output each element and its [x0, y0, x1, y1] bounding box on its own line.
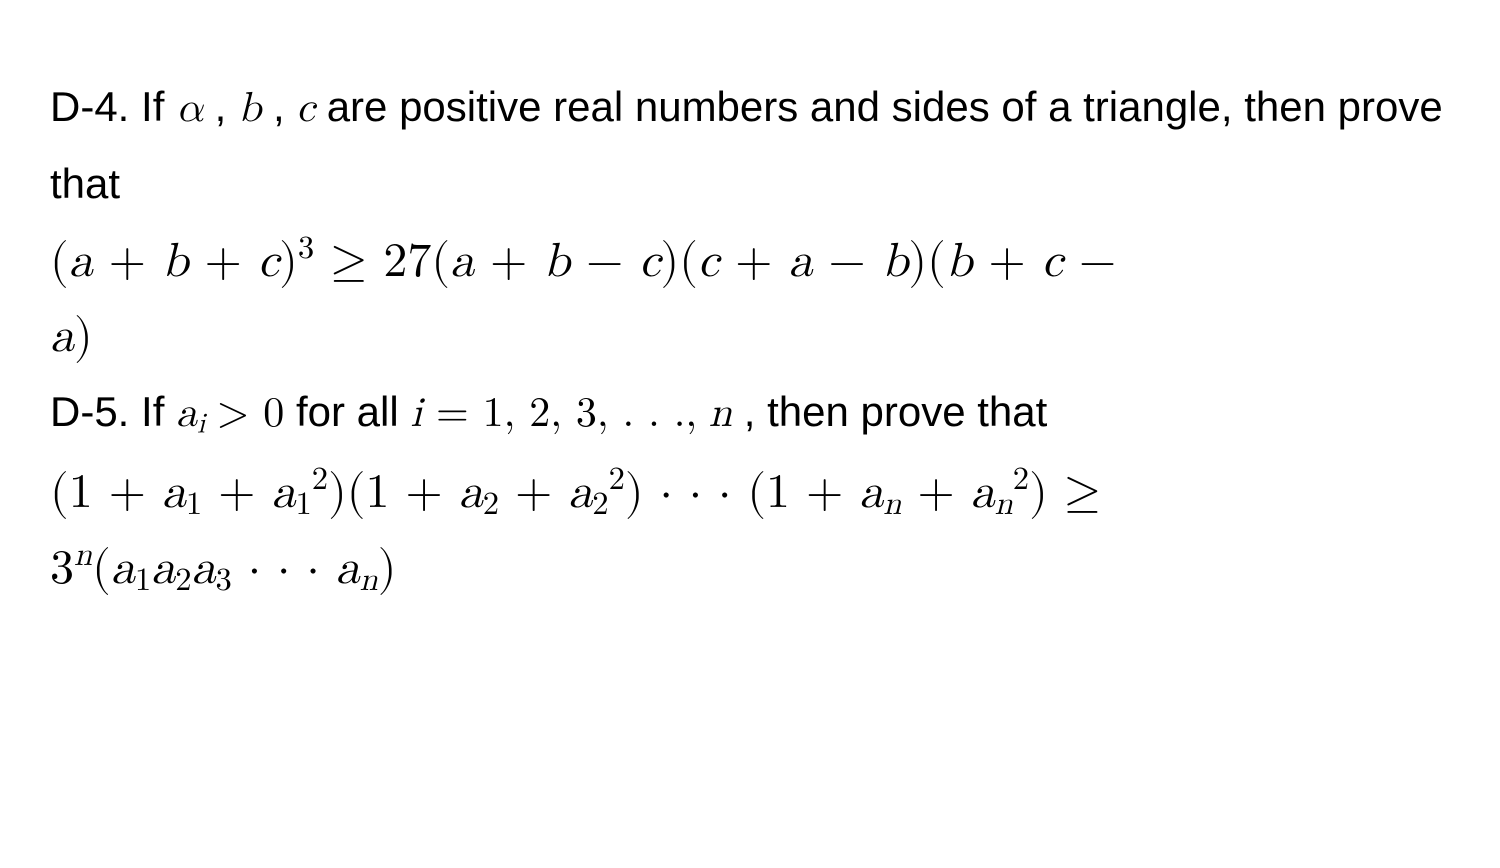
subscript-2: 2: [483, 489, 499, 521]
plus: +: [972, 238, 1041, 286]
var-b: b: [162, 238, 189, 286]
exponent-2: 2: [312, 464, 328, 496]
rparen: ): [661, 238, 680, 286]
var-a: a: [50, 313, 74, 361]
var-b: b: [238, 88, 261, 130]
var-b: b: [543, 238, 570, 286]
base-3: 3: [50, 545, 74, 593]
range: 1, 2, 3, . . .,: [483, 393, 697, 435]
minus: −: [812, 238, 881, 286]
var-a: a: [336, 545, 360, 593]
var-n: n: [709, 393, 732, 435]
rparen: ): [328, 469, 347, 517]
var-a: a: [69, 238, 93, 286]
gt-zero: > 0: [217, 393, 285, 435]
plus: +: [901, 469, 970, 517]
exponent-n: n: [74, 540, 92, 572]
equation-d5-line2: 3n(a1a2a3 · · · an): [50, 531, 1450, 607]
problem-label: D-4.: [50, 83, 129, 130]
var-c: c: [1042, 238, 1063, 286]
geq: ≥: [314, 238, 383, 286]
lparen: (: [347, 469, 366, 517]
equation-d5-line1: (1 + a1 + a12)(1 + a2 + a22) · · · (1 + …: [50, 455, 1450, 531]
var-c: c: [296, 88, 315, 130]
rparen: ): [378, 545, 397, 593]
exponent-2: 2: [609, 464, 625, 496]
rparen: ): [1029, 469, 1048, 517]
minus: −: [570, 238, 639, 286]
intro-text: If: [141, 388, 176, 435]
one-plus: 1 +: [365, 469, 458, 517]
var-a: a: [859, 469, 883, 517]
var-a: a: [788, 238, 812, 286]
exponent-2: 2: [1013, 464, 1029, 496]
minus: −: [1063, 238, 1116, 286]
var-a: a: [271, 469, 295, 517]
subscript-1: 1: [295, 489, 311, 521]
subscript-2: 2: [592, 489, 608, 521]
var-alpha: α: [176, 88, 203, 130]
var-c: c: [258, 238, 279, 286]
var-a: a: [568, 469, 592, 517]
problem-d4: D-4. If α , b , c are positive real numb…: [50, 70, 1450, 220]
lparen: (: [50, 469, 69, 517]
problem-label: D-5.: [50, 388, 129, 435]
one-plus: 1 +: [69, 469, 162, 517]
subscript-i: i: [197, 409, 205, 438]
lparen: (: [50, 238, 69, 286]
one-plus: 1 +: [766, 469, 859, 517]
subscript-2: 2: [175, 565, 191, 597]
var-a: a: [192, 545, 216, 593]
plus: +: [719, 238, 788, 286]
var-a: a: [151, 545, 175, 593]
geq: ≥: [1048, 469, 1101, 517]
space: [697, 388, 709, 435]
var-a: a: [176, 393, 197, 435]
plus: +: [202, 469, 271, 517]
subscript-1: 1: [135, 565, 151, 597]
problem-d5: D-5. If ai > 0 for all i = 1, 2, 3, . . …: [50, 375, 1450, 452]
exponent-3: 3: [298, 233, 314, 265]
lparen: (: [927, 238, 946, 286]
var-b: b: [946, 238, 973, 286]
lparen: (: [431, 238, 450, 286]
var-i: i: [410, 393, 422, 435]
subscript-n: n: [360, 565, 378, 597]
eq: =: [422, 393, 483, 435]
subscript-n: n: [883, 489, 901, 521]
intro-text: , then prove that: [744, 388, 1048, 435]
sep: ,: [203, 83, 238, 130]
cdots: · · ·: [644, 469, 748, 517]
sep: ,: [261, 83, 296, 130]
lparen: (: [92, 545, 111, 593]
var-b: b: [882, 238, 909, 286]
lparen: (: [679, 238, 698, 286]
rparen: ): [74, 313, 93, 361]
var-a: a: [459, 469, 483, 517]
coef-27: 27: [383, 238, 431, 286]
var-a: a: [111, 545, 135, 593]
intro-text: for all: [296, 388, 410, 435]
rparen: ): [625, 469, 644, 517]
subscript-3: 3: [216, 565, 232, 597]
plus: +: [93, 238, 162, 286]
lparen: (: [747, 469, 766, 517]
intro-text: If: [141, 83, 176, 130]
var-a: a: [450, 238, 474, 286]
subscript-n: n: [995, 489, 1013, 521]
plus: +: [189, 238, 258, 286]
equation-d4-line2: a): [50, 299, 1450, 374]
equation-d4-line1: (a + b + c)3 ≥ 27(a + b − c)(c + a − b)(…: [50, 224, 1450, 299]
var-a: a: [971, 469, 995, 517]
subscript-1: 1: [186, 489, 202, 521]
plus: +: [499, 469, 568, 517]
var-c: c: [639, 238, 660, 286]
plus: +: [474, 238, 543, 286]
page-content: D-4. If α , b , c are positive real numb…: [0, 0, 1500, 657]
rparen: ): [908, 238, 927, 286]
var-a: a: [162, 469, 186, 517]
var-c: c: [698, 238, 719, 286]
rparen: ): [279, 238, 298, 286]
cdots: · · ·: [232, 545, 336, 593]
